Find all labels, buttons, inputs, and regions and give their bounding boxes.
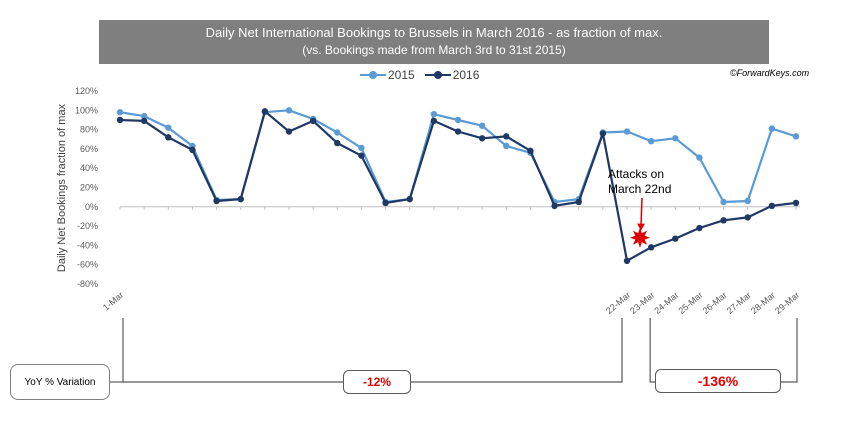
series-point-2016 xyxy=(575,198,582,206)
y-tick-label: 20% xyxy=(80,183,98,193)
x-tick-label: 22-Mar xyxy=(604,290,632,316)
y-tick-label: -60% xyxy=(77,260,98,270)
series-point-2015 xyxy=(720,198,727,206)
series-point-2016 xyxy=(165,134,172,141)
y-tick-label: -40% xyxy=(77,240,98,250)
chart-title-banner: Daily Net International Bookings to Brus… xyxy=(99,20,769,64)
series-point-2015 xyxy=(478,122,486,129)
series-point-2016 xyxy=(430,117,438,125)
x-tick-label: 29-Mar xyxy=(773,290,801,316)
series-point-2015 xyxy=(334,129,341,136)
y-tick-label: 100% xyxy=(75,105,98,115)
series-point-2016 xyxy=(285,128,293,135)
series-point-2016 xyxy=(309,117,317,125)
attack-annotation-line-1: Attacks on xyxy=(608,167,665,181)
legend-item-2016: 2016 xyxy=(424,68,480,82)
series-point-2016 xyxy=(792,199,800,207)
series-point-2016 xyxy=(768,202,776,210)
series-point-2015 xyxy=(623,128,631,135)
series-point-2016 xyxy=(599,130,607,137)
series-point-2016 xyxy=(623,257,631,265)
legend-swatch-2016 xyxy=(424,70,451,80)
series-point-2016 xyxy=(261,108,269,115)
annotation-arrow-head xyxy=(637,223,645,231)
series-point-2016 xyxy=(334,139,341,147)
yoy-after-value: -136% xyxy=(655,369,781,393)
chart-title: Daily Net International Bookings to Brus… xyxy=(205,25,663,40)
yoy-before-value: -12% xyxy=(343,370,411,394)
legend-swatch-2015 xyxy=(360,70,386,80)
x-tick-label: 25-Mar xyxy=(676,290,704,316)
series-point-2016 xyxy=(744,214,751,221)
series-point-2015 xyxy=(503,142,510,150)
series-point-2015 xyxy=(116,109,124,116)
series-point-2016 xyxy=(116,116,124,124)
y-tick-label: -80% xyxy=(77,279,98,289)
chart-subtitle: (vs. Bookings made from March 3rd to 31s… xyxy=(302,43,566,57)
series-point-2016 xyxy=(696,224,703,232)
y-tick-label: 40% xyxy=(80,163,98,173)
series-point-2015 xyxy=(647,137,655,145)
legend-item-2015: 2015 xyxy=(360,68,415,82)
x-tick-label: 26-Mar xyxy=(701,290,729,316)
y-tick-label: 0% xyxy=(85,202,98,212)
source-credit: ©ForwardKeys.com xyxy=(730,68,810,78)
x-tick-label: 27-Mar xyxy=(725,290,753,316)
series-point-2015 xyxy=(696,154,703,161)
series-point-2016 xyxy=(647,244,655,251)
series-point-2016 xyxy=(189,146,196,154)
series-point-2015 xyxy=(792,133,800,140)
series-point-2016 xyxy=(213,197,220,205)
attack-annotation-line-2: March 22nd xyxy=(608,182,672,196)
x-tick-label: 23-Mar xyxy=(628,290,656,316)
series-point-2016 xyxy=(527,147,534,155)
attack-burst-icon xyxy=(630,227,650,248)
legend-label-2015: 2015 xyxy=(388,68,415,82)
legend-label-2016: 2016 xyxy=(452,68,480,82)
y-tick-label: 80% xyxy=(80,125,98,135)
series-point-2015 xyxy=(165,124,172,131)
series-point-2016 xyxy=(478,135,486,142)
series-point-2016 xyxy=(672,235,679,242)
y-tick-label: -20% xyxy=(77,221,98,231)
series-point-2015 xyxy=(285,107,293,114)
x-tick-label: 1-Mar xyxy=(101,290,125,313)
series-point-2015 xyxy=(358,144,365,152)
series-point-2016 xyxy=(382,199,389,207)
series-point-2016 xyxy=(720,217,727,224)
series-point-2016 xyxy=(358,152,365,159)
x-tick-label: 28-Mar xyxy=(749,290,777,316)
series-point-2015 xyxy=(430,110,438,118)
legend: 2015 2016 xyxy=(360,67,489,83)
series-point-2015 xyxy=(744,197,751,205)
series-point-2015 xyxy=(140,112,148,120)
series-point-2016 xyxy=(503,133,510,140)
y-tick-label: 60% xyxy=(80,144,98,154)
attack-annotation: Attacks on March 22nd xyxy=(608,167,671,197)
series-point-2015 xyxy=(454,116,462,124)
annotation-arrow-line xyxy=(640,197,643,226)
series-point-2016 xyxy=(237,195,244,203)
series-line-2015 xyxy=(119,109,797,204)
series-point-2016 xyxy=(406,195,413,203)
series-point-2015 xyxy=(768,125,776,132)
yoy-variation-label: YoY % Variation xyxy=(10,364,110,400)
series-point-2016 xyxy=(140,117,148,125)
series-point-2016 xyxy=(551,202,558,210)
x-tick-label: 24-Mar xyxy=(652,290,680,316)
y-tick-label: 120% xyxy=(75,86,98,96)
series-point-2016 xyxy=(454,128,462,135)
series-point-2015 xyxy=(672,135,679,142)
